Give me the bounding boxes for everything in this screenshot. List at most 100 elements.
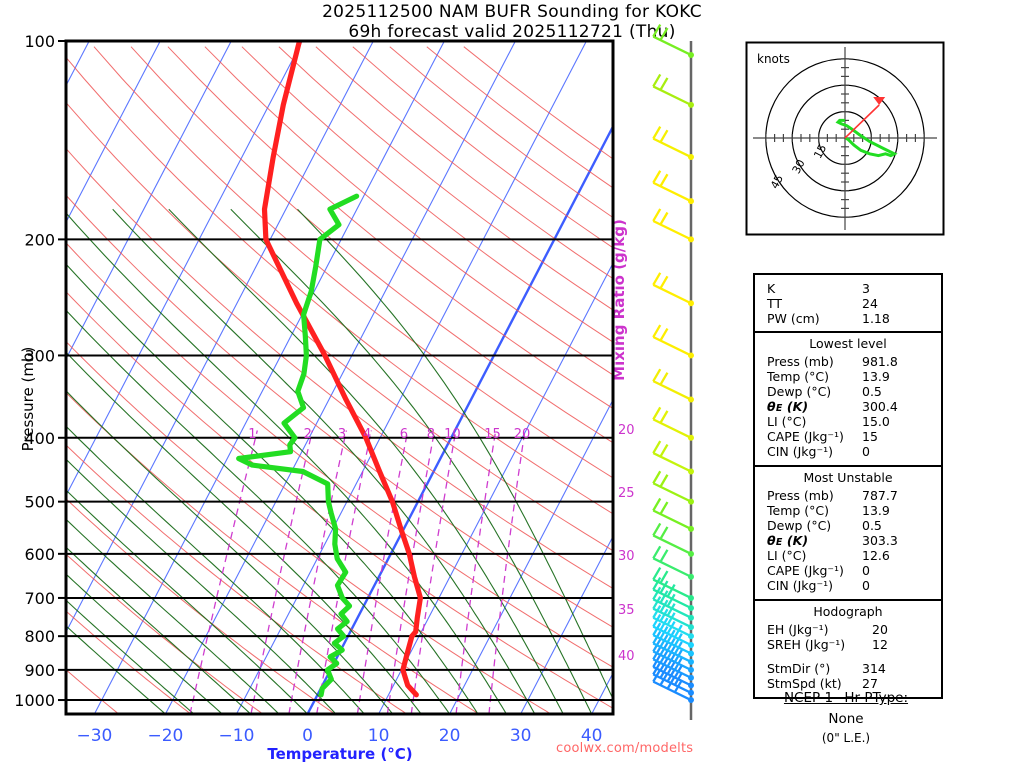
stat-row: EH (Jkg⁻¹) 20 xyxy=(767,622,935,637)
stat-label: Press (mb) xyxy=(767,354,834,369)
svg-text:30: 30 xyxy=(618,549,635,564)
stat-value: 12.6 xyxy=(862,548,890,563)
svg-text:800: 800 xyxy=(24,627,55,646)
stat-label: StmSpd (kt) xyxy=(767,676,842,691)
stat-value: 3 xyxy=(862,281,870,296)
svg-text:20: 20 xyxy=(439,726,461,746)
stat-row: θᴇ (K) 300.4 xyxy=(767,399,935,414)
stat-row: θᴇ (K) 303.3 xyxy=(767,533,935,548)
svg-text:0: 0 xyxy=(302,726,313,746)
stat-value: 981.8 xyxy=(862,354,898,369)
stat-value: 0.5 xyxy=(862,384,882,399)
svg-text:900: 900 xyxy=(24,661,55,680)
svg-text:−30: −30 xyxy=(76,726,112,746)
stat-row: Press (mb) 787.7 xyxy=(767,488,935,503)
svg-text:10: 10 xyxy=(368,726,390,746)
stat-label: SREH (Jkg⁻¹) xyxy=(767,637,846,652)
stat-row-spacer xyxy=(767,652,935,661)
chart-title-line2: 69h forecast valid 2025112721 (Thu) xyxy=(348,22,676,42)
temperature-axis-label: Temperature (°C) xyxy=(267,745,413,763)
stat-label: Temp (°C) xyxy=(767,369,830,384)
stat-value: 13.9 xyxy=(862,369,890,384)
chart-title-line1: 2025112500 NAM BUFR Sounding for KOKC xyxy=(322,2,702,22)
stat-label: CIN (Jkg⁻¹) xyxy=(767,444,833,459)
stat-row: LI (°C) 12.6 xyxy=(767,548,935,563)
svg-text:knots: knots xyxy=(757,52,790,66)
stat-value: 12 xyxy=(872,637,888,652)
stability-indices-group: K 3 TT 24 PW (cm) 1.18 xyxy=(755,279,941,328)
stat-label: θᴇ (K) xyxy=(767,533,809,548)
lowest-level-group: Press (mb) 981.8 Temp (°C) 13.9 Dewp (°C) 0… xyxy=(755,352,941,462)
ptype-header: NCEP 1−Hr PType: xyxy=(783,690,909,706)
svg-text:500: 500 xyxy=(24,493,55,512)
stat-label: LI (°C) xyxy=(767,414,807,429)
stat-row: CAPE (Jkg⁻¹) 0 xyxy=(767,563,935,578)
pressure-axis-label: Pressure (mb) xyxy=(19,346,37,452)
stat-value: 300.4 xyxy=(862,399,898,414)
stat-row: StmSpd (kt) 27 xyxy=(767,676,935,691)
svg-text:4: 4 xyxy=(363,427,371,442)
svg-text:2: 2 xyxy=(304,427,312,442)
ptype-panel: NCEP 1−Hr PType: None (0" L.E.) xyxy=(737,690,955,745)
section-divider xyxy=(755,599,941,601)
stat-value: 0 xyxy=(862,563,870,578)
svg-text:−10: −10 xyxy=(219,726,255,746)
ptype-value: None xyxy=(828,711,864,727)
watermark: coolwx.com/modelts xyxy=(556,741,694,756)
stat-value: 27 xyxy=(862,676,878,691)
stat-row: CIN (Jkg⁻¹) 0 xyxy=(767,578,935,593)
stat-row: Press (mb) 981.8 xyxy=(767,354,935,369)
stat-label: CIN (Jkg⁻¹) xyxy=(767,578,833,593)
stat-value: 314 xyxy=(862,661,886,676)
hodograph-stats-header: Hodograph xyxy=(813,604,883,619)
stat-row: CAPE (Jkg⁻¹) 15 xyxy=(767,429,935,444)
svg-text:20: 20 xyxy=(514,427,531,442)
stat-row: K 3 xyxy=(767,281,931,296)
section-divider xyxy=(755,465,941,467)
stat-label: CAPE (Jkg⁻¹) xyxy=(767,429,844,444)
stat-label: EH (Jkg⁻¹) xyxy=(767,622,829,637)
svg-text:40: 40 xyxy=(618,649,635,664)
stat-value: 15 xyxy=(862,429,878,444)
stat-value: 0 xyxy=(862,444,870,459)
svg-text:200: 200 xyxy=(24,230,55,249)
stat-label: Dewp (°C) xyxy=(767,384,832,399)
svg-text:15: 15 xyxy=(811,142,829,160)
svg-text:15: 15 xyxy=(484,427,501,442)
svg-text:600: 600 xyxy=(24,545,55,564)
stat-row: Temp (°C) 13.9 xyxy=(767,369,935,384)
stat-label: TT xyxy=(767,296,783,311)
stat-label: PW (cm) xyxy=(767,311,820,326)
svg-text:6: 6 xyxy=(400,427,408,442)
stat-value: 24 xyxy=(862,296,878,311)
stat-row: Dewp (°C) 0.5 xyxy=(767,518,935,533)
stat-label: Press (mb) xyxy=(767,488,834,503)
mixing-ratio-axis-label: Mixing Ratio (g/kg) xyxy=(610,219,628,381)
section-divider xyxy=(755,331,941,333)
svg-text:20: 20 xyxy=(618,423,635,438)
stat-row: SREH (Jkg⁻¹) 12 xyxy=(767,637,935,652)
ptype-liquid-equivalent: (0" L.E.) xyxy=(821,731,871,745)
svg-text:8: 8 xyxy=(427,427,435,442)
most-unstable-group: Press (mb) 787.7 Temp (°C) 13.9 Dewp (°C) 0… xyxy=(755,486,941,596)
stat-label: CAPE (Jkg⁻¹) xyxy=(767,563,844,578)
svg-text:30: 30 xyxy=(790,157,808,175)
most-unstable-header: Most Unstable xyxy=(803,470,893,485)
stat-value: 15.0 xyxy=(862,414,890,429)
svg-text:10: 10 xyxy=(444,427,461,442)
stat-row: PW (cm) 1.18 xyxy=(767,311,931,326)
stat-row: TT 24 xyxy=(767,296,931,311)
stat-value: 13.9 xyxy=(862,503,890,518)
svg-text:45: 45 xyxy=(768,173,786,191)
svg-text:25: 25 xyxy=(618,486,635,501)
lowest-level-header: Lowest level xyxy=(809,336,887,351)
stat-value: 20 xyxy=(872,622,888,637)
stat-label: K xyxy=(767,281,776,296)
stat-row: Dewp (°C) 0.5 xyxy=(767,384,935,399)
stat-row: Temp (°C) 13.9 xyxy=(767,503,935,518)
svg-text:3: 3 xyxy=(338,427,346,442)
svg-text:30: 30 xyxy=(510,726,532,746)
stat-value: 0 xyxy=(862,578,870,593)
